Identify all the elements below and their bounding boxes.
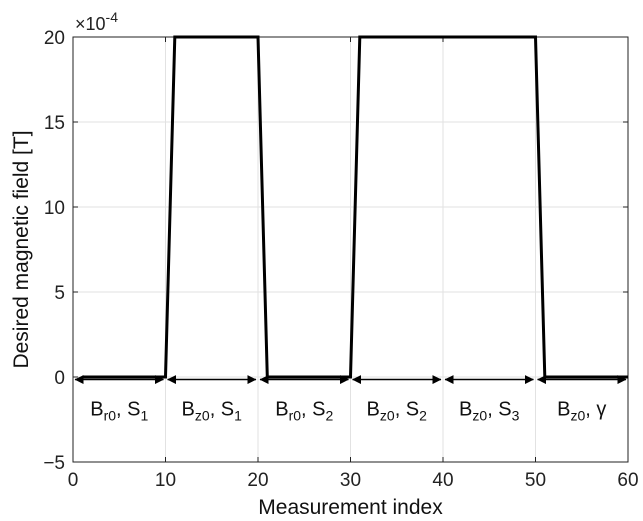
annotations: Br0, S1 Bz0, S1 Br0, S2 Bz0, S2 Bz0, S3 Bz0, …	[74, 375, 627, 424]
y-tick-label: 15	[44, 113, 65, 134]
x-tick-label: 60	[617, 470, 638, 491]
data-line	[82, 35, 628, 379]
grid	[72, 36, 629, 463]
x-tick-label: 0	[68, 470, 79, 491]
segment-label: Bz0, γ	[557, 399, 606, 424]
y-tick-label: −5	[43, 453, 65, 474]
x-tick-label: 40	[432, 470, 453, 491]
segment-label: Br0, S1	[90, 399, 148, 424]
y-tick-label: 5	[54, 283, 65, 304]
y-axis-label: Desired magnetic field [T]	[10, 130, 33, 368]
y-tick-label: 0	[54, 368, 65, 389]
segment-label: Bz0, S2	[367, 399, 428, 424]
y-scale-exponent: ×10-4	[75, 9, 118, 34]
x-axis-label: Measurement index	[258, 496, 443, 519]
x-tick-label: 20	[247, 470, 268, 491]
y-tick-label: 10	[44, 198, 65, 219]
x-tick-label: 30	[340, 470, 361, 491]
x-tick-label: 10	[155, 470, 176, 491]
segment-label: Br0, S2	[275, 399, 333, 424]
series-line	[82, 35, 628, 379]
segment-label: Bz0, S3	[459, 399, 520, 424]
segment-label: Bz0, S1	[182, 399, 243, 424]
y-tick-label: 20	[44, 28, 65, 49]
x-tick-label: 50	[525, 470, 546, 491]
